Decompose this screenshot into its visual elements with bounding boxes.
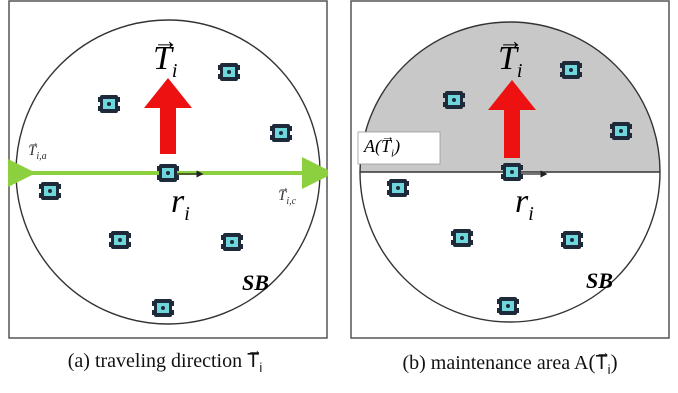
robot-icon (501, 163, 523, 181)
radius-label: ri (171, 183, 190, 225)
traveling-direction-arrow-head (144, 78, 192, 108)
robot-icon (560, 61, 582, 79)
panel-a-traveling-direction: Ti ri Ti,a Ti,c SB (8, 0, 328, 340)
robot-icon (387, 179, 409, 197)
panel-b-diagram (350, 0, 670, 339)
vector-t-label: Ti (498, 26, 522, 83)
robot-icon (109, 231, 131, 249)
vector-t-label: Ti (153, 26, 177, 83)
robot-icon (221, 233, 243, 251)
robot-icon (610, 122, 632, 140)
robot-icon (98, 95, 120, 113)
robot-icon (451, 229, 473, 247)
area-label-box (357, 131, 441, 165)
radius-label: ri (515, 183, 534, 225)
sensing-boundary-label: SB (586, 268, 613, 293)
traveling-direction-arrow-head (488, 80, 536, 110)
robot-icon (39, 182, 61, 200)
robot-icon (497, 297, 519, 315)
robot-icon (270, 124, 292, 142)
maintenance-area-label: A(Ti) (364, 129, 400, 160)
traveling-direction-arrow-shaft (504, 104, 520, 158)
panel-b-maintenance-area: Ti ri A(Ti) SB (350, 0, 670, 340)
caption-a: (a) traveling direction Ti (0, 342, 330, 375)
robot-icon (157, 164, 179, 182)
sensing-boundary-label: SB (242, 270, 269, 295)
right-vector-label: Ti,c (278, 182, 296, 207)
left-vector-label: Ti,a (28, 137, 47, 162)
caption-b: (b) maintenance area A(Ti) (345, 344, 675, 377)
robot-icon (218, 63, 240, 81)
robot-icon (443, 91, 465, 109)
robot-icon (561, 231, 583, 249)
traveling-direction-arrow-shaft (160, 104, 176, 154)
robot-icon (152, 299, 174, 317)
